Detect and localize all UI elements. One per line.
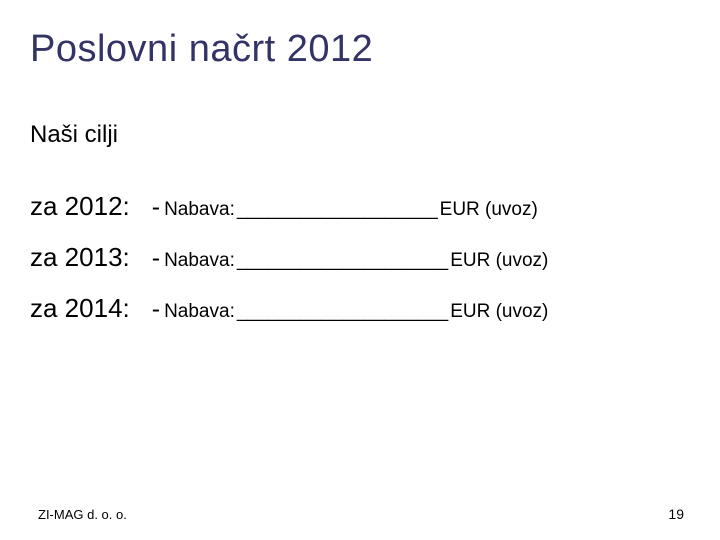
goal-dash: -: [152, 193, 160, 222]
goal-dash: -: [152, 244, 160, 273]
goal-label: Nabava:: [164, 301, 235, 323]
goal-currency: EUR (uvoz): [440, 199, 538, 221]
goal-detail: - Nabava: ____________________ EUR (uvoz…: [152, 295, 549, 324]
goal-currency: EUR (uvoz): [450, 250, 548, 272]
goal-year: za 2012:: [30, 191, 130, 222]
goal-row: za 2012: - Nabava: ___________________ E…: [30, 191, 690, 222]
goal-row: za 2013: - Nabava: ____________________ …: [30, 242, 690, 273]
goal-blank: ____________________: [237, 301, 448, 323]
goal-label: Nabava:: [164, 199, 235, 221]
goal-detail: - Nabava: ____________________ EUR (uvoz…: [152, 244, 549, 273]
slide-title: Poslovni načrt 2012: [30, 28, 690, 71]
goal-row: za 2014: - Nabava: ____________________ …: [30, 293, 690, 324]
footer-company: ZI-MAG d. o. o.: [38, 507, 127, 522]
goals-list: za 2012: - Nabava: ___________________ E…: [30, 191, 690, 324]
goal-dash: -: [152, 295, 160, 324]
goal-year: za 2014:: [30, 293, 130, 324]
slide-subtitle: Naši cilji: [30, 121, 690, 149]
goal-blank: ___________________: [237, 199, 438, 221]
goal-detail: - Nabava: ___________________ EUR (uvoz): [152, 193, 538, 222]
slide-container: Poslovni načrt 2012 Naši cilji za 2012: …: [0, 0, 720, 540]
goal-currency: EUR (uvoz): [450, 301, 548, 323]
footer-page-number: 19: [668, 506, 684, 522]
goal-year: za 2013:: [30, 242, 130, 273]
goal-blank: ____________________: [237, 250, 448, 272]
goal-label: Nabava:: [164, 250, 235, 272]
